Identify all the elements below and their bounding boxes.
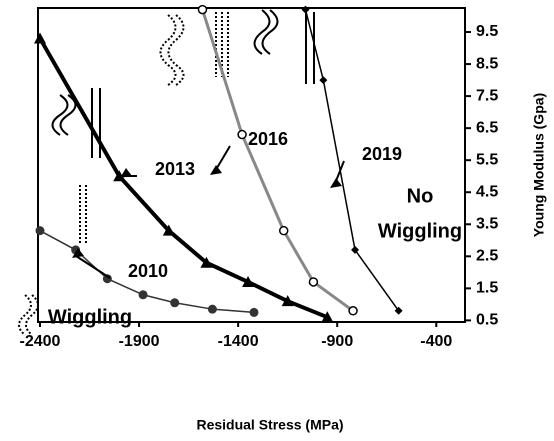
point — [351, 245, 360, 254]
point — [308, 277, 319, 287]
wiggle-icon — [51, 88, 101, 158]
point — [35, 226, 45, 236]
point — [278, 225, 289, 236]
arrow-head — [72, 248, 84, 258]
point — [207, 304, 217, 314]
y-tick-label: 3.5 — [476, 215, 498, 232]
point — [249, 307, 259, 317]
dotted-icon — [159, 14, 185, 86]
arrow-head — [330, 178, 342, 188]
y-tick-label: 0.5 — [476, 312, 498, 329]
point — [281, 295, 294, 307]
series-line — [201, 9, 354, 312]
point — [34, 32, 46, 44]
x-tick-label: -900 — [321, 333, 353, 350]
point — [170, 298, 180, 308]
y-tick-label: 9.5 — [476, 23, 498, 40]
y-tick-label: 1.5 — [476, 280, 498, 297]
x-axis-title: Residual Stress (MPa) — [196, 417, 343, 433]
annotation: No — [407, 185, 434, 207]
plot-frame — [37, 7, 466, 323]
point — [394, 306, 403, 315]
annotation: Wiggling — [48, 306, 132, 328]
arrow — [75, 255, 111, 279]
point — [237, 129, 247, 140]
point — [162, 224, 175, 236]
dotted-icon — [18, 294, 39, 336]
dotted-icons — [18, 12, 229, 336]
dotted-icon — [79, 12, 229, 245]
annotation: Wiggling — [378, 220, 462, 242]
series-label: 2019 — [362, 144, 402, 164]
y-tick-label: 8.5 — [476, 55, 498, 72]
series-label: 2010 — [128, 261, 168, 281]
point — [138, 290, 148, 300]
wiggle-icon — [253, 9, 315, 84]
point — [197, 4, 208, 15]
y-tick-label: 7.5 — [476, 87, 498, 104]
y-axis-title: Young Modulus (Gpa) — [531, 93, 547, 237]
point — [200, 256, 213, 268]
point — [321, 311, 334, 323]
y-tick-label: 6.5 — [476, 119, 498, 136]
x-tick-label: -2400 — [20, 333, 61, 350]
point — [113, 170, 126, 182]
x-tick-label: -400 — [420, 333, 452, 350]
series-line — [304, 9, 400, 312]
point — [102, 274, 112, 284]
wiggle-icons — [51, 9, 315, 158]
y-tick-label: 5.5 — [476, 151, 498, 168]
y-tick-label: 2.5 — [476, 248, 498, 265]
point — [301, 5, 310, 14]
x-tick-label: -1400 — [218, 333, 259, 350]
series-label: 2016 — [248, 129, 288, 149]
x-tick-label: -1900 — [119, 333, 160, 350]
point — [242, 275, 255, 287]
arrow-head — [210, 165, 222, 175]
series-label: 2013 — [155, 159, 195, 179]
arrow-head — [120, 168, 132, 178]
y-tick-label: 4.5 — [476, 183, 498, 200]
point — [348, 306, 358, 316]
point — [319, 76, 328, 85]
